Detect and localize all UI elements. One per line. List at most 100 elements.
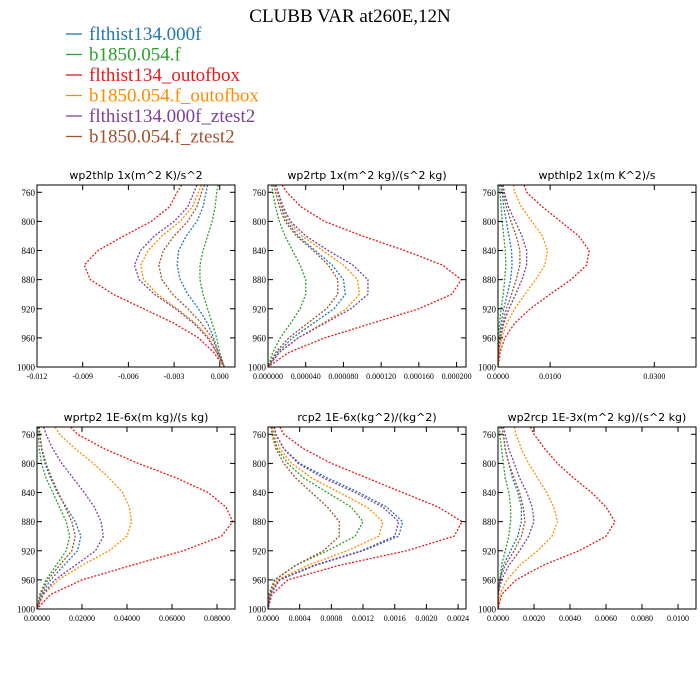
- series-line: [498, 185, 528, 367]
- figure-title: CLUBB VAR at260E,12N: [249, 6, 451, 27]
- y-tick-label: 840: [253, 246, 267, 256]
- legend-entry: flthist134.000f: [66, 24, 202, 45]
- x-tick-label: 0.000040: [291, 372, 321, 381]
- y-tick-label: 840: [22, 246, 36, 256]
- panel-title: wp2thlp 1x(m^2 K)/s^2: [69, 169, 202, 182]
- y-tick-label: 1000: [478, 605, 497, 615]
- y-tick-label: 760: [22, 188, 36, 198]
- x-tick-label: 0.0100: [539, 372, 561, 381]
- y-tick-label: 1000: [248, 363, 267, 373]
- legend-label: flthist134_outofbox: [89, 65, 240, 86]
- x-tick-label: 0.0020: [523, 614, 545, 623]
- y-tick-label: 800: [253, 459, 267, 469]
- series-line: [498, 185, 507, 367]
- y-tick-label: 880: [253, 517, 267, 527]
- y-tick-label: 1000: [17, 363, 36, 373]
- x-tick-label: 0.0012: [352, 614, 374, 623]
- x-tick-label: 0.0300: [643, 372, 665, 381]
- series-line: [139, 185, 225, 367]
- panel: wpthlp2 1x(m K^2)/s 760 800 840 880 920 960 100…: [478, 169, 697, 381]
- x-tick-label: -0.009: [72, 372, 93, 381]
- x-tick-label: 0.0000: [487, 372, 509, 381]
- panel-title: wp2rtp 1x(m^2 kg)/(s^2 kg): [287, 169, 446, 182]
- series-line: [498, 185, 521, 367]
- y-tick-label: 800: [22, 217, 36, 227]
- x-tick-label: 0.000000: [253, 372, 283, 381]
- series-line: [133, 185, 225, 367]
- series-line: [498, 427, 523, 609]
- y-tick-label: 760: [22, 430, 36, 440]
- x-tick-label: 0.0060: [595, 614, 617, 623]
- x-tick-label: 0.0040: [559, 614, 581, 623]
- y-tick-label: 1000: [17, 605, 36, 615]
- legend-entry: b1850.054.f_outofbox: [66, 86, 259, 107]
- x-tick-label: -0.012: [27, 372, 48, 381]
- x-tick-label: 0.0008: [320, 614, 342, 623]
- y-tick-label: 1000: [248, 605, 267, 615]
- y-tick-label: 880: [483, 517, 497, 527]
- legend: flthist134.000fb1850.054.fflthist134_out…: [66, 24, 259, 148]
- y-tick-label: 760: [253, 430, 267, 440]
- y-tick-label: 920: [253, 304, 267, 314]
- series-line: [498, 427, 559, 609]
- x-tick-label: 0.000160: [404, 372, 434, 381]
- y-tick-label: 920: [253, 546, 267, 556]
- y-tick-label: 880: [22, 517, 36, 527]
- panels: wp2thlp 1x(m^2 K)/s^2 760 800 840 880 920 960 1…: [17, 169, 697, 623]
- x-tick-label: 0.000: [211, 372, 229, 381]
- x-tick-label: -0.003: [164, 372, 185, 381]
- series-line: [268, 427, 340, 609]
- legend-label: flthist134.000f: [89, 24, 202, 45]
- x-tick-label: 0.08000: [204, 614, 230, 623]
- x-tick-label: 0.02000: [69, 614, 95, 623]
- legend-label: b1850.054.f_ztest2: [89, 127, 235, 148]
- series-line: [158, 185, 225, 367]
- series-group: [498, 427, 616, 609]
- series-group: [83, 185, 225, 367]
- y-tick-label: 760: [483, 430, 497, 440]
- legend-label: b1850.054.f_outofbox: [89, 86, 259, 107]
- y-tick-label: 920: [22, 304, 36, 314]
- x-tick-label: 0.0004: [289, 614, 311, 623]
- panel-frame: [497, 184, 697, 368]
- y-tick-label: 880: [483, 275, 497, 285]
- y-tick-label: 760: [483, 188, 497, 198]
- panel: wprtp2 1E-6x(m kg)/(s kg) 760 800 840 880 920…: [17, 411, 236, 623]
- y-tick-label: 840: [483, 246, 497, 256]
- y-tick-label: 920: [483, 546, 497, 556]
- legend-entry: b1850.054.f: [66, 45, 182, 66]
- series-line: [498, 427, 526, 609]
- x-tick-label: 0.0000: [487, 614, 509, 623]
- series-line: [268, 427, 364, 609]
- y-tick-label: 840: [253, 488, 267, 498]
- series-line: [498, 185, 549, 367]
- x-tick-label: 0.000080: [328, 372, 358, 381]
- y-tick-label: 760: [253, 188, 267, 198]
- y-tick-label: 800: [483, 217, 497, 227]
- x-tick-label: 0.0000: [257, 614, 279, 623]
- series-line: [37, 427, 82, 609]
- series-line: [37, 427, 71, 609]
- panel-frame: [267, 426, 467, 610]
- x-tick-label: 0.0080: [631, 614, 653, 623]
- series-line: [498, 185, 513, 367]
- x-tick-label: -0.006: [118, 372, 139, 381]
- legend-entry: flthist134_outofbox: [66, 65, 240, 86]
- y-tick-label: 960: [483, 575, 497, 585]
- y-tick-label: 960: [22, 575, 36, 585]
- y-tick-label: 960: [483, 333, 497, 343]
- series-line: [498, 427, 616, 609]
- panel-frame: [267, 184, 467, 368]
- y-tick-label: 800: [483, 459, 497, 469]
- legend-entry: flthist134.000f_ztest2: [66, 106, 255, 127]
- series-group: [268, 185, 463, 367]
- series-line: [268, 427, 463, 609]
- series-group: [268, 427, 463, 609]
- series-line: [268, 185, 307, 367]
- x-tick-label: 0.000120: [366, 372, 396, 381]
- y-tick-label: 960: [253, 333, 267, 343]
- series-line: [268, 185, 463, 367]
- x-tick-label: 0.04000: [114, 614, 140, 623]
- y-tick-label: 960: [253, 575, 267, 585]
- series-line: [498, 185, 590, 367]
